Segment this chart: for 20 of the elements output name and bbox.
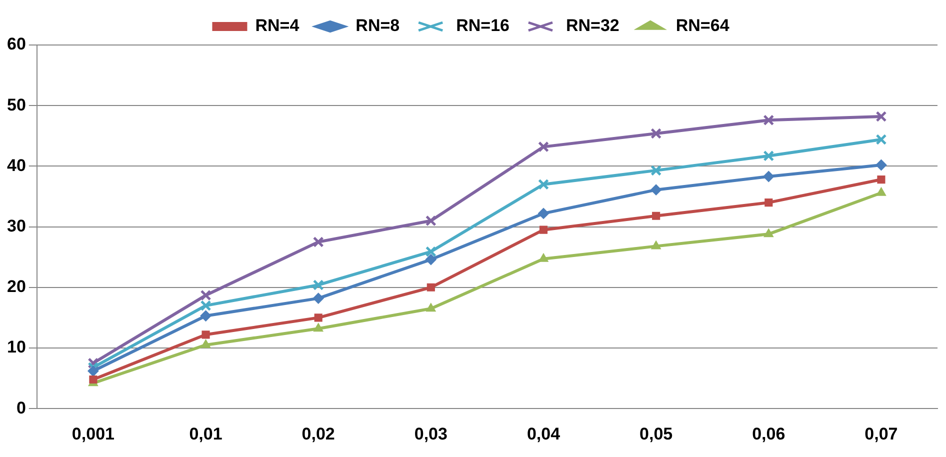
legend-label: RN=64 — [676, 16, 730, 36]
legend-label: RN=32 — [566, 16, 620, 36]
x-tick-label: 0,03 — [414, 424, 448, 444]
legend-label: RN=8 — [356, 16, 400, 36]
x-tick-label: 0,001 — [72, 424, 114, 444]
y-tick-label: 20 — [6, 277, 26, 296]
y-tick-label: 30 — [6, 216, 26, 236]
x-tick-label: 0,06 — [752, 424, 786, 444]
x-tick-label: 0,01 — [189, 424, 222, 444]
y-tick-label: 60 — [6, 34, 26, 54]
y-tick-label: 40 — [6, 156, 26, 175]
x-tick-label: 0,02 — [302, 424, 335, 444]
x-tick-label: 0,04 — [526, 424, 561, 444]
legend-label: RN=16 — [456, 16, 510, 36]
x-tick-label: 0,07 — [864, 424, 898, 444]
y-tick-label: 50 — [6, 95, 26, 114]
x-tick-label: 0,05 — [640, 424, 673, 444]
y-tick-label: 0 — [16, 398, 26, 418]
legend-label: RN=4 — [255, 16, 300, 36]
y-tick-label: 10 — [6, 338, 26, 357]
